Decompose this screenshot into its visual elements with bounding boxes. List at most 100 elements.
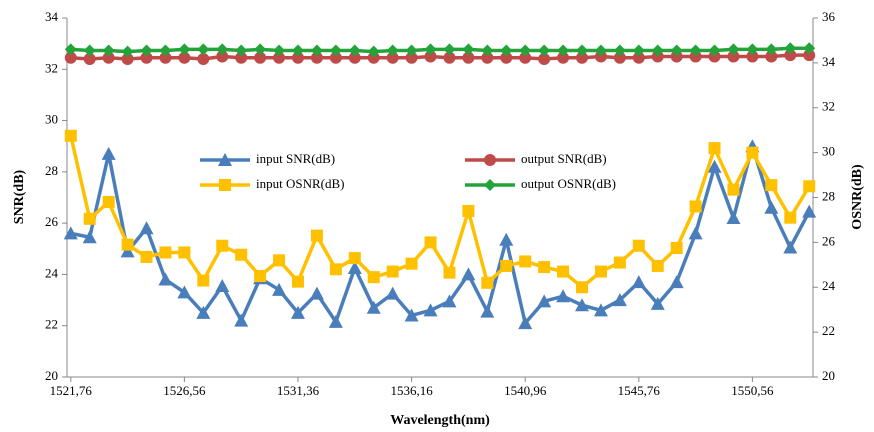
data-point [329, 51, 342, 64]
data-point [216, 50, 229, 63]
data-point [557, 265, 570, 278]
data-point [235, 51, 248, 64]
data-point [802, 204, 817, 218]
data-point [309, 286, 324, 300]
data-point [64, 129, 77, 142]
data-point [461, 267, 476, 281]
data-point [272, 282, 287, 296]
data-point [632, 44, 645, 57]
data-point [177, 285, 192, 299]
data-point [158, 272, 173, 286]
data-point [159, 51, 172, 64]
data-point [575, 298, 590, 312]
data-point [462, 204, 475, 217]
data-point [632, 51, 645, 64]
series-line [70, 139, 811, 327]
data-point [500, 51, 513, 64]
data-point [121, 238, 134, 251]
data-point [651, 44, 664, 57]
data-point [538, 53, 551, 66]
y-tick-label: 32 [45, 60, 58, 75]
data-point [481, 276, 494, 289]
data-point [83, 44, 96, 57]
data-point [273, 51, 286, 64]
data-point [803, 180, 816, 193]
series-line [69, 135, 811, 290]
data-point [612, 293, 627, 307]
data-point [727, 50, 740, 63]
data-point [708, 44, 721, 57]
data-point [765, 43, 778, 56]
data-point [290, 305, 305, 319]
x-tick-label: 1540,96 [504, 383, 547, 398]
data-point [651, 259, 664, 272]
data-point [159, 44, 172, 57]
data-point [746, 43, 759, 56]
x-tick-label: 1531,36 [277, 383, 320, 398]
data-point [216, 43, 229, 56]
data-point [405, 51, 418, 64]
data-point [613, 51, 626, 64]
data-point [367, 45, 380, 58]
data-point [576, 281, 589, 294]
series-line [70, 53, 810, 61]
data-point [462, 43, 475, 56]
data-point [500, 44, 513, 57]
data-point [727, 43, 740, 56]
data-point [121, 45, 134, 58]
x-tick-label: 1545,76 [618, 383, 661, 398]
data-point [442, 294, 457, 308]
data-point [784, 42, 797, 55]
y2-tick-label: 26 [822, 233, 836, 248]
y2-tick-label: 24 [822, 278, 836, 293]
data-point [405, 44, 418, 57]
y-tick-label: 20 [45, 368, 58, 383]
legend-label: input OSNR(dB) [256, 176, 344, 191]
data-point [423, 303, 438, 317]
data-point [254, 43, 267, 56]
data-point [707, 159, 722, 173]
data-point [386, 265, 399, 278]
data-point [670, 241, 683, 254]
y2-tick-label: 30 [822, 144, 835, 159]
y-tick-label: 30 [45, 112, 58, 127]
data-point [64, 43, 77, 56]
data-point [613, 256, 626, 269]
data-point [329, 263, 342, 276]
y2-tick-label: 22 [822, 323, 835, 338]
data-point [140, 250, 153, 263]
data-point [784, 49, 797, 62]
legend-label: output SNR(dB) [521, 151, 607, 166]
data-point [234, 313, 249, 327]
y-tick-label: 24 [45, 265, 59, 280]
data-point [83, 53, 96, 66]
data-point [519, 44, 532, 57]
data-point [727, 183, 740, 196]
data-point [347, 261, 362, 275]
data-point [481, 44, 494, 57]
data-point [291, 44, 304, 57]
y-tick-label: 22 [45, 317, 58, 332]
y2-axis-title: OSNR(dB) [850, 164, 865, 230]
data-point [159, 246, 172, 259]
data-point [386, 51, 399, 64]
data-point [594, 265, 607, 278]
data-point [63, 226, 78, 240]
data-point [726, 211, 741, 225]
data-point [650, 296, 665, 310]
y2-tick-label: 28 [822, 188, 835, 203]
y2-tick-label: 34 [822, 54, 836, 69]
data-point [405, 257, 418, 270]
data-point [557, 44, 570, 57]
data-point [310, 229, 323, 242]
data-point [443, 51, 456, 64]
data-point [178, 51, 191, 64]
data-point [329, 44, 342, 57]
data-point [443, 43, 456, 56]
data-point [765, 179, 778, 192]
data-point [216, 239, 229, 252]
data-point [443, 266, 456, 279]
data-point [254, 270, 267, 283]
data-point [120, 244, 135, 258]
